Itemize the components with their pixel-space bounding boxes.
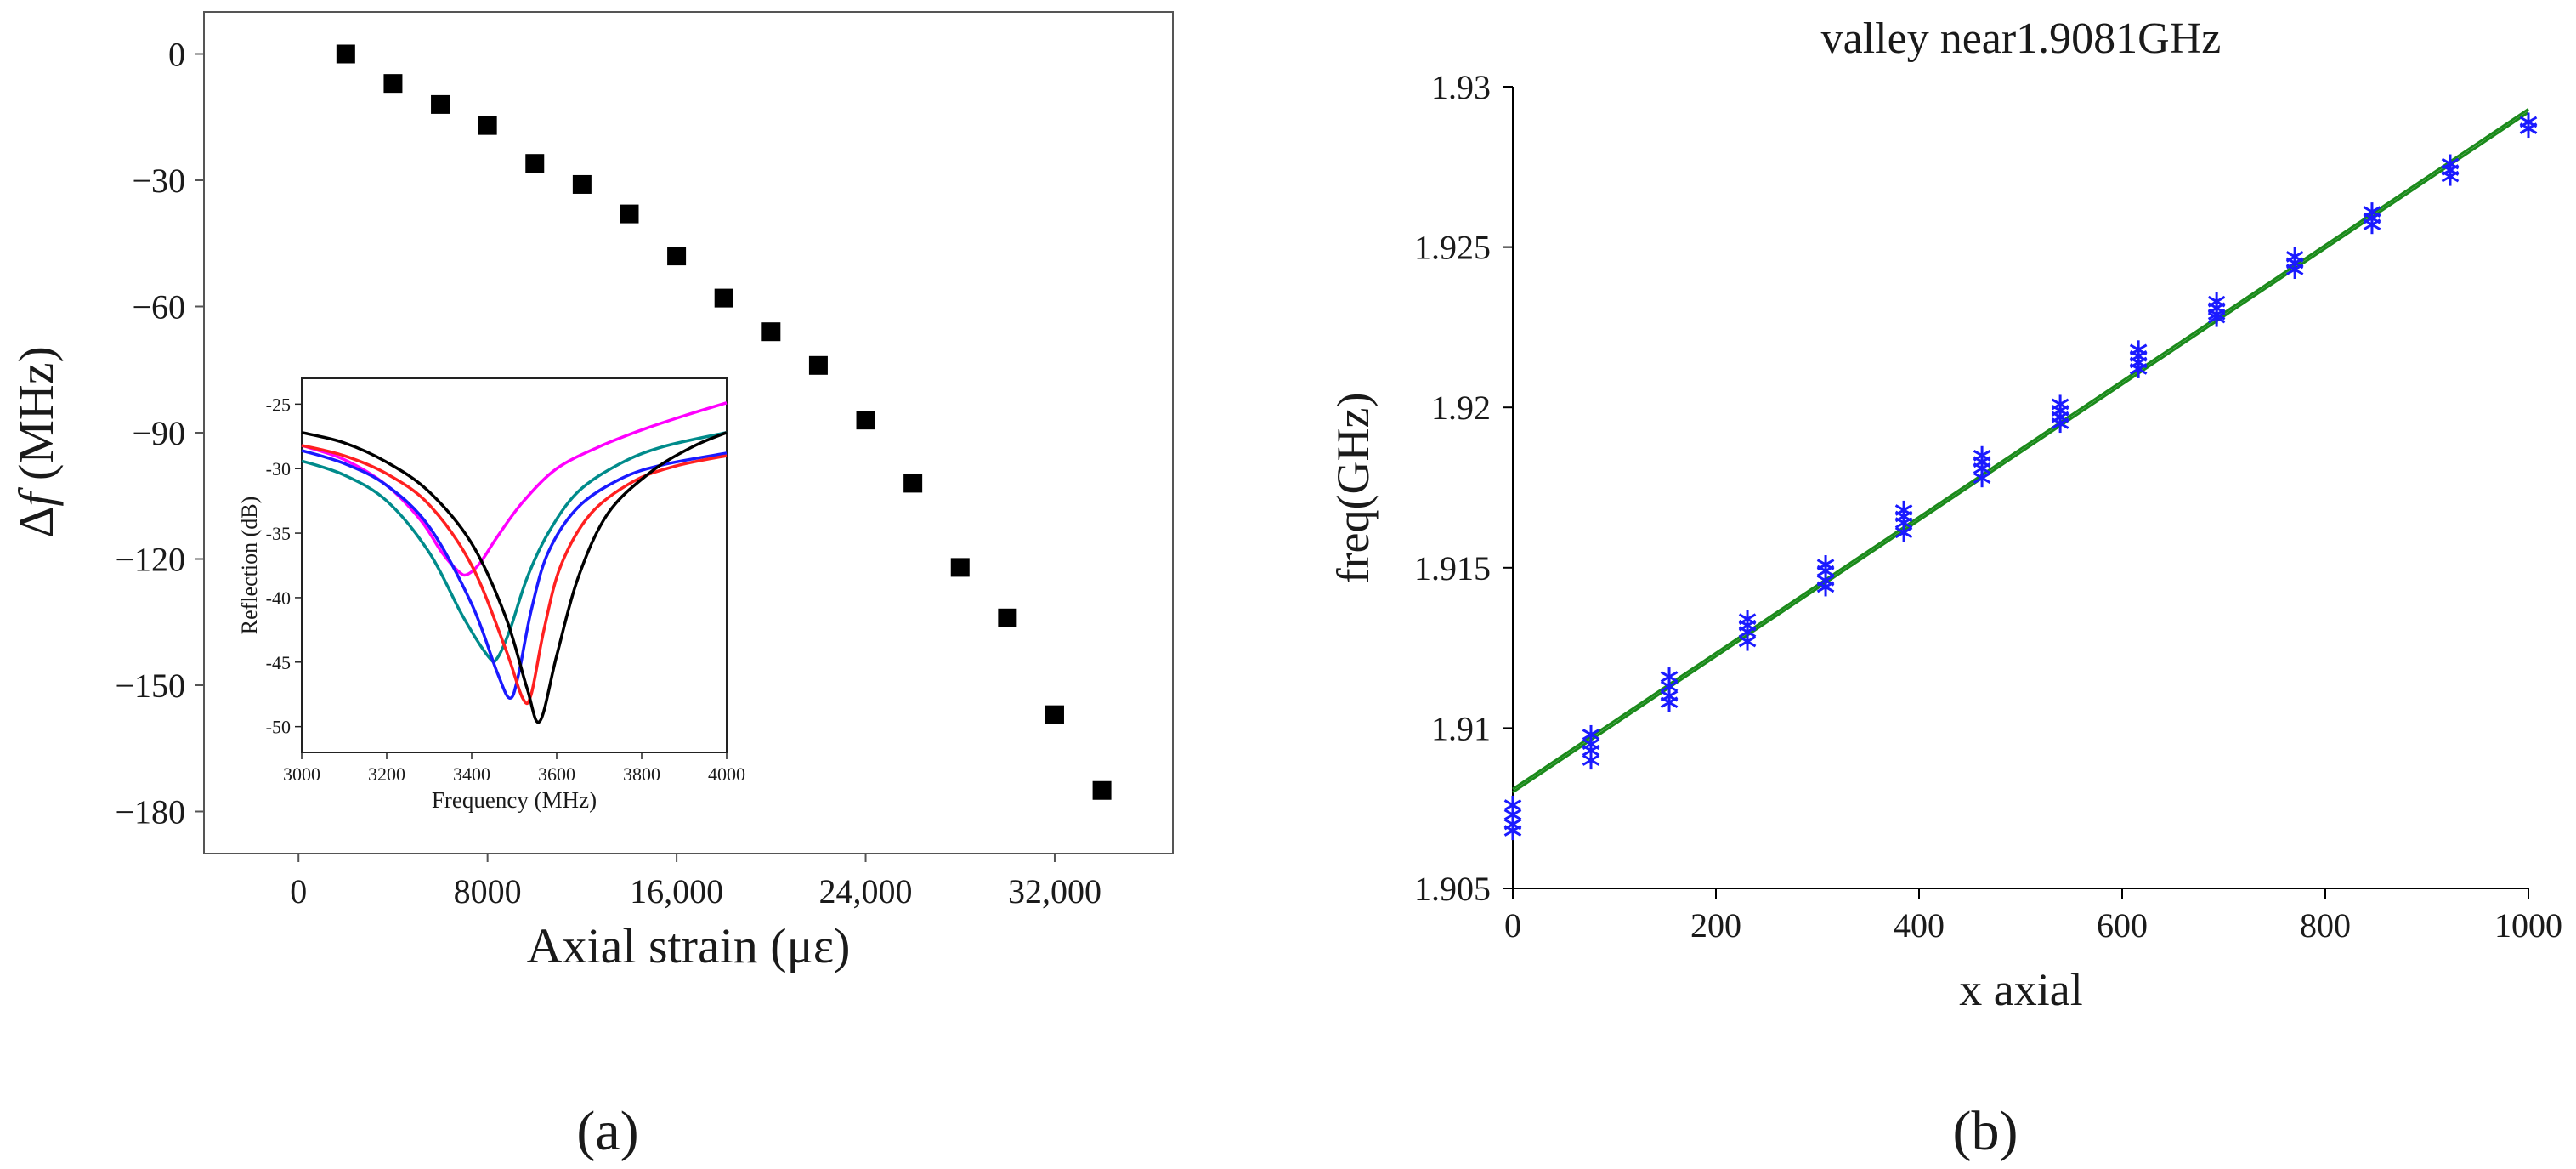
panel-b-data-point <box>2519 119 2538 139</box>
panel-b-y-tick-label: 1.925 <box>1414 229 1491 267</box>
panel-a-data-points <box>336 44 1112 800</box>
panel-a-y-ticks: 0 −30 −60 −90 −120 −150 −180 <box>115 36 204 831</box>
inset-y-tick-label: -25 <box>266 394 291 415</box>
panel-b-data-point <box>2285 260 2304 280</box>
panel-b-x-tick-label: 200 <box>1690 906 1741 945</box>
panel-a-y-axis-label-unit: (MHz) <box>8 346 64 492</box>
panel-a-data-point <box>525 154 545 173</box>
panel-a-data-point <box>572 174 592 194</box>
panel-a-y-tick-label: −120 <box>115 541 185 579</box>
inset-y-ticks: -25 -30 -35 -40 -45 -50 <box>266 394 302 738</box>
panel-a-x-ticks: 0 8000 16,000 24,000 32,000 <box>290 854 1101 911</box>
panel-a-data-point <box>950 558 970 577</box>
panel-a-y-tick-label: −150 <box>115 667 185 705</box>
panel-a-data-point <box>761 322 781 342</box>
panel-b-fit-line <box>1512 108 2529 791</box>
inset-x-axis-label: Frequency (MHz) <box>432 787 597 813</box>
panel-a-label: (a) <box>576 1100 638 1162</box>
panel-a-data-point <box>856 411 875 430</box>
panel-b-fit-line <box>1512 111 2529 794</box>
inset-curve-red <box>301 444 728 706</box>
inset-x-tick-label: 3600 <box>538 763 575 785</box>
panel-b-label: (b) <box>1953 1100 2018 1162</box>
panel-b-data-point <box>2207 308 2226 327</box>
panel-a-data-point <box>998 608 1017 627</box>
inset-curve-blue <box>301 449 728 701</box>
panel-b-y-tick-label: 1.92 <box>1431 389 1491 427</box>
panel-a-inset: -25 -30 -35 -40 -45 -50 3000 3200 3400 3600 3800 4… <box>237 377 745 813</box>
panel-b-data-point <box>1816 577 1835 597</box>
inset-x-ticks: 3000 3200 3400 3600 3800 4000 <box>283 752 745 785</box>
inset-y-tick-label: -40 <box>266 587 291 609</box>
inset-curve-black <box>301 431 728 724</box>
panel-a-x-tick-label: 24,000 <box>819 872 913 911</box>
panel-a-x-tick-label: 0 <box>290 872 307 911</box>
panel-b-x-tick-label: 800 <box>2300 906 2351 945</box>
panel-a-data-point <box>808 355 828 375</box>
inset-y-axis-label: Reflection (dB) <box>237 497 262 634</box>
panel-a-x-tick-label: 8000 <box>454 872 522 911</box>
inset-x-tick-label: 3400 <box>453 763 490 785</box>
panel-b-data-point <box>1738 632 1757 651</box>
panel-a-y-tick-label: 0 <box>168 36 185 74</box>
inset-curve-teal <box>301 431 728 664</box>
panel-a-y-axis-label-symbol: Δ <box>8 507 64 538</box>
panel-a-y-tick-label: −90 <box>132 414 185 452</box>
inset-y-tick-label: -30 <box>266 458 291 480</box>
panel-b-data-point <box>1973 468 1991 488</box>
panel-b: valley near1.9081GHz 1.9051.911.9151.921… <box>1328 14 2562 1162</box>
panel-a-x-tick-label: 32,000 <box>1008 872 1101 911</box>
panel-b-title: valley near1.9081GHz <box>1821 14 2222 63</box>
panel-b-y-tick-label: 1.915 <box>1414 549 1491 587</box>
panel-a-y-axis-label: Δf (MHz) <box>8 346 64 538</box>
inset-x-tick-label: 3200 <box>368 763 405 785</box>
panel-b-x-tick-label: 1000 <box>2494 906 2562 945</box>
panel-b-data-point <box>1582 751 1600 770</box>
panel-a-data-point <box>1045 705 1064 724</box>
panel-a-x-axis-label: Axial strain (με) <box>527 918 851 973</box>
panel-b-x-tick-label: 600 <box>2097 906 2148 945</box>
panel-b-y-tick-label: 1.93 <box>1431 68 1491 106</box>
panel-b-y-tick-label: 1.91 <box>1431 709 1491 747</box>
panel-b-x-ticks: 0 200 400 600 800 1000 <box>1504 888 2562 945</box>
panel-b-x-tick-label: 400 <box>1894 906 1945 945</box>
inset-x-tick-label: 3000 <box>283 763 320 785</box>
panel-b-data-point <box>2129 359 2148 378</box>
panel-a-data-point <box>431 94 450 114</box>
panel-a-data-point <box>336 44 355 64</box>
inset-curves <box>301 401 728 724</box>
panel-a: 0 −30 −60 −90 −120 −150 −180 0 8000 16,000 24,000… <box>8 11 1174 1162</box>
panel-b-fit-lines <box>1512 108 2529 794</box>
panel-b-y-axis-label: freq(GHz) <box>1328 393 1379 584</box>
panel-a-y-tick-label: −60 <box>132 288 185 326</box>
panel-a-data-point <box>903 474 923 493</box>
panel-b-x-tick-label: 0 <box>1504 906 1521 945</box>
inset-y-tick-label: -50 <box>266 717 291 738</box>
inset-y-tick-label: -35 <box>266 523 291 544</box>
panel-a-y-tick-label: −180 <box>115 793 185 831</box>
panel-a-data-point <box>478 116 497 135</box>
panel-a-data-point <box>383 74 403 94</box>
panel-a-x-tick-label: 16,000 <box>630 872 723 911</box>
panel-b-data-point <box>1894 523 1913 542</box>
panel-b-data-point <box>2441 167 2460 186</box>
panel-b-data-point <box>1503 821 1522 841</box>
panel-a-y-tick-label: −30 <box>132 162 185 200</box>
panel-a-data-point <box>1092 780 1112 800</box>
panel-b-data-point <box>1660 693 1679 712</box>
panel-b-x-axis-label: x axial <box>1959 964 2082 1015</box>
panel-b-data-points <box>1503 112 2538 841</box>
inset-x-tick-label: 3800 <box>623 763 660 785</box>
panel-b-data-point <box>2363 215 2381 235</box>
panel-b-y-tick-label: 1.905 <box>1414 870 1491 908</box>
inset-x-tick-label: 4000 <box>708 763 745 785</box>
panel-b-y-ticks: 1.905 1.91 1.915 1.92 1.925 1.93 <box>1414 68 1513 908</box>
inset-y-tick-label: -45 <box>266 652 291 673</box>
panel-a-data-point <box>667 247 687 266</box>
panel-a-data-point <box>620 204 639 224</box>
panel-a-data-point <box>714 288 733 308</box>
panel-b-data-point <box>2051 414 2069 434</box>
